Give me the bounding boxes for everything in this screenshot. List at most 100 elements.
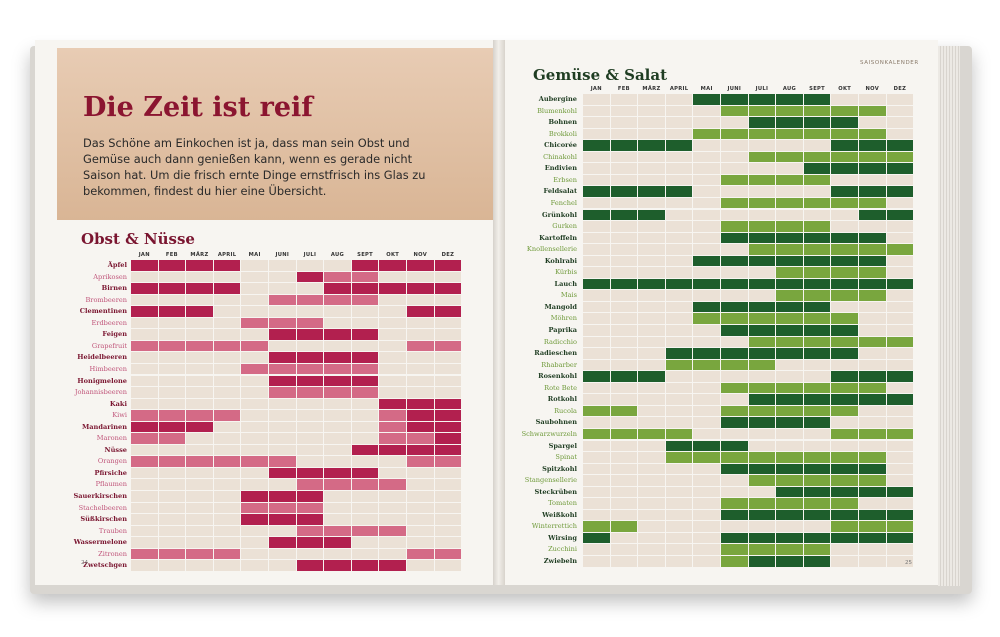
season-cell <box>776 440 803 452</box>
season-cell <box>434 398 462 410</box>
season-cell <box>434 548 462 560</box>
season-cell <box>269 491 296 502</box>
season-cell <box>831 94 858 105</box>
season-cell <box>131 306 158 317</box>
season-cell <box>859 475 886 486</box>
season-cell <box>693 544 720 555</box>
season-cell <box>324 329 351 340</box>
season-cell <box>434 421 462 433</box>
season-cell <box>831 556 858 567</box>
season-cell <box>693 174 720 186</box>
season-cell <box>693 556 720 567</box>
season-cell <box>296 444 324 456</box>
season-cell <box>131 387 158 398</box>
season-cell <box>693 405 720 417</box>
season-cell <box>693 221 720 232</box>
season-cell <box>638 405 665 417</box>
season-cell <box>269 537 296 548</box>
season-cell <box>610 544 638 555</box>
season-cell <box>748 440 776 452</box>
season-cell <box>859 301 886 313</box>
season-cell <box>859 209 886 221</box>
produce-label: Wassermelone <box>73 538 127 547</box>
season-cell <box>748 221 776 232</box>
season-cell <box>665 463 693 475</box>
season-cell <box>748 197 776 209</box>
season-cell <box>803 186 831 197</box>
season-cell <box>213 433 241 444</box>
season-cell <box>379 548 406 560</box>
season-cell <box>241 283 268 294</box>
produce-label: Feigen <box>102 330 127 339</box>
intro-banner <box>57 48 495 220</box>
produce-label: Pflaumen <box>95 480 127 489</box>
produce-label: Erbsen <box>553 175 577 184</box>
season-cell <box>583 521 610 532</box>
season-cell <box>748 232 776 244</box>
season-cell <box>803 128 831 140</box>
produce-label: Sauerkirschen <box>73 492 127 500</box>
season-cell <box>379 421 406 433</box>
produce-label: Kohlrabi <box>544 256 577 265</box>
season-cell <box>379 306 406 317</box>
season-cell <box>583 151 610 163</box>
season-cell <box>610 209 638 221</box>
season-cell <box>186 410 213 421</box>
season-cell <box>407 514 434 525</box>
season-cell <box>776 475 803 486</box>
season-cell <box>269 479 296 490</box>
season-cell <box>269 340 296 352</box>
season-cell <box>351 352 379 363</box>
season-cell <box>748 486 776 498</box>
season-cell <box>158 271 186 283</box>
season-cell <box>296 537 324 548</box>
season-cell <box>407 363 434 375</box>
season-cell <box>610 498 638 509</box>
season-cell <box>693 313 720 324</box>
season-cell <box>610 405 638 417</box>
season-cell <box>186 294 213 306</box>
season-cell <box>693 382 720 394</box>
season-cell <box>803 486 831 498</box>
season-cell <box>638 325 665 336</box>
season-cell <box>379 560 406 571</box>
season-cell <box>638 336 665 348</box>
season-cell <box>434 491 462 502</box>
season-cell <box>638 313 665 324</box>
season-cell <box>269 398 296 410</box>
season-cell <box>583 105 610 117</box>
season-cell <box>693 325 720 336</box>
season-cell <box>324 352 351 363</box>
season-cell <box>379 294 406 306</box>
season-cell <box>324 421 351 433</box>
month-header: FEB <box>165 252 178 258</box>
season-cell <box>721 209 748 221</box>
season-cell <box>610 382 638 394</box>
season-cell <box>665 290 693 301</box>
season-cell <box>803 336 831 348</box>
season-cell <box>886 521 914 532</box>
season-cell <box>859 163 886 174</box>
season-cell <box>131 375 158 387</box>
season-cell <box>131 283 158 294</box>
season-cell <box>638 428 665 440</box>
season-cell <box>213 294 241 306</box>
season-cell <box>638 278 665 290</box>
season-cell <box>407 548 434 560</box>
season-cell <box>351 410 379 421</box>
season-cell <box>434 329 462 340</box>
season-cell <box>886 382 914 394</box>
season-cell <box>583 371 610 382</box>
season-cell <box>776 209 803 221</box>
season-cell <box>748 163 776 174</box>
season-cell <box>324 433 351 444</box>
season-cell <box>693 117 720 128</box>
produce-label: Süßkirschen <box>80 515 127 524</box>
season-cell <box>407 260 434 271</box>
season-cell <box>324 479 351 490</box>
season-cell <box>213 444 241 456</box>
season-cell <box>748 244 776 255</box>
season-cell <box>886 105 914 117</box>
season-cell <box>610 151 638 163</box>
season-cell <box>324 375 351 387</box>
